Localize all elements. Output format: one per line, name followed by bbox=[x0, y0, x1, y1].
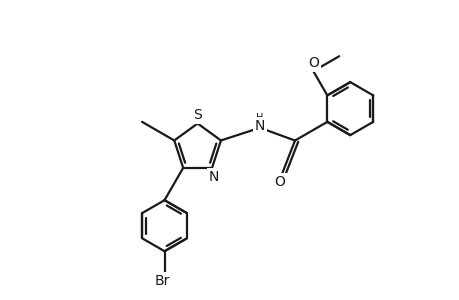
Text: O: O bbox=[274, 175, 285, 189]
Text: S: S bbox=[193, 108, 202, 122]
Text: Br: Br bbox=[155, 274, 170, 289]
Text: N: N bbox=[208, 170, 218, 184]
Text: N: N bbox=[254, 119, 264, 133]
Text: H: H bbox=[256, 113, 263, 123]
Text: O: O bbox=[307, 56, 318, 70]
